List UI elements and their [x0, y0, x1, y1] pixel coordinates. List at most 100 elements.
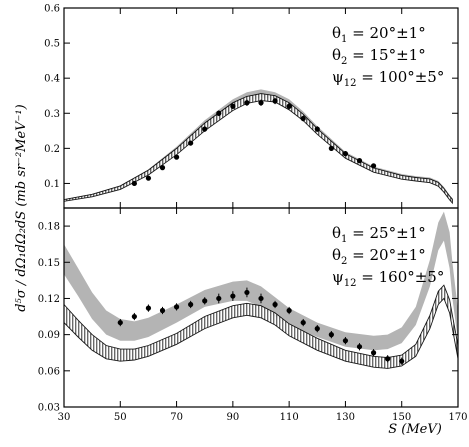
upper-point-marker: [173, 154, 180, 160]
lower-band-0: [64, 211, 458, 351]
upper-annotation-line: θ1 = 20°±1°: [332, 24, 426, 45]
x-axis-title: S (MeV): [388, 422, 442, 437]
upper-data-point: [188, 140, 194, 146]
lower-x-tick-label: 50: [114, 412, 127, 423]
upper-data-point: [328, 145, 334, 151]
lower-data-point: [188, 300, 194, 309]
upper-point-marker: [370, 163, 377, 169]
upper-band-1: [64, 93, 453, 205]
lower-annotation-line: θ1 = 25°±1°: [332, 224, 426, 245]
lower-point-marker: [286, 307, 292, 314]
lower-annotation-line: ψ12 = 160°±5°: [332, 268, 444, 289]
lower-point-marker: [173, 304, 180, 310]
upper-data-point: [258, 99, 264, 106]
upper-point-marker: [202, 126, 208, 132]
y-axis-title: d⁵σ / dΩ₁dΩ₂dS (mb sr⁻²MeV⁻¹): [14, 104, 29, 311]
upper-data-point: [145, 175, 152, 181]
lower-data-point: [244, 287, 250, 298]
lower-panel: 0.03 0.06 0.09 0.12 0.15 0.18 30 50 70 90 110 130 15…: [38, 208, 468, 423]
upper-point-marker: [272, 98, 278, 104]
lower-point-marker: [385, 356, 391, 362]
upper-data-point: [131, 180, 137, 187]
lower-data-point: [300, 318, 306, 327]
lower-data-point: [131, 312, 137, 321]
upper-y-tick-label: 0.4: [44, 74, 60, 85]
upper-y-tick-label: 0.1: [44, 179, 60, 190]
lower-x-tick-label: 90: [226, 412, 239, 423]
lower-panel-frame: [63, 207, 459, 408]
lower-point-marker: [342, 338, 349, 344]
upper-panel: 0.1 0.2 0.3 0.4 0.5 0.6 θ1 = 20°±1°θ2 = 15°±1…: [44, 4, 459, 208]
lower-x-tick-label: 30: [58, 412, 71, 423]
lower-data-point: [202, 297, 208, 305]
lower-point-marker: [258, 295, 264, 302]
lower-point-marker: [145, 305, 152, 311]
upper-point-marker: [159, 165, 166, 171]
lower-x-tick-label: 70: [170, 412, 183, 423]
upper-point-marker: [230, 103, 236, 109]
upper-data-point: [173, 154, 180, 160]
lower-point-marker: [117, 319, 123, 326]
lower-point-marker: [328, 332, 334, 338]
upper-point-marker: [216, 110, 222, 116]
upper-data-point: [159, 165, 166, 171]
upper-annotation-line: θ2 = 15°±1°: [332, 46, 426, 67]
upper-data-point: [230, 103, 236, 110]
upper-data-point: [202, 126, 208, 132]
lower-data-point: [328, 331, 334, 339]
upper-point-marker: [188, 140, 194, 146]
upper-data-point: [314, 126, 320, 132]
lower-data-point: [342, 337, 349, 345]
upper-point-marker: [342, 151, 349, 157]
lower-point-marker: [300, 319, 306, 326]
lower-data-point: [286, 306, 292, 315]
lower-y-tick-label: 0.03: [38, 403, 60, 414]
upper-data-point: [300, 115, 306, 122]
lower-x-tick-label: 150: [392, 412, 411, 423]
upper-point-marker: [328, 145, 334, 151]
upper-point-marker: [300, 115, 306, 122]
lower-data-point: [356, 343, 363, 351]
lower-point-marker: [399, 358, 405, 364]
lower-data-point: [145, 304, 152, 312]
lower-annotation-line: θ2 = 20°±1°: [332, 246, 426, 267]
lower-x-tick-label: 170: [448, 412, 467, 423]
lower-point-marker: [131, 313, 137, 320]
upper-annotation-line: ψ12 = 100°±5°: [332, 68, 444, 89]
upper-data-point: [272, 97, 278, 105]
upper-point-marker: [244, 100, 250, 106]
upper-point-marker: [356, 158, 363, 164]
lower-y-tick-label: 0.12: [38, 294, 60, 305]
lower-point-marker: [272, 301, 278, 308]
upper-data-point: [356, 158, 363, 164]
upper-y-tick-label: 0.3: [44, 109, 60, 120]
lower-data-point: [216, 293, 222, 304]
upper-point-marker: [258, 100, 264, 106]
lower-data-point: [272, 300, 278, 309]
upper-y-tick-label: 0.6: [44, 4, 60, 15]
lower-point-marker: [216, 295, 222, 302]
upper-data-point: [370, 163, 377, 169]
lower-data-point: [173, 303, 180, 311]
lower-data-point: [314, 324, 320, 333]
lower-data-point: [117, 318, 123, 327]
upper-data-point: [244, 99, 250, 106]
upper-point-marker: [131, 180, 137, 187]
upper-data-point: [216, 110, 222, 117]
lower-point-marker: [202, 298, 208, 304]
upper-y-tick-label: 0.5: [44, 39, 60, 50]
upper-data-point: [342, 151, 349, 157]
lower-x-tick-label: 110: [280, 412, 299, 423]
lower-point-marker: [314, 326, 320, 332]
lower-data-point: [230, 291, 236, 301]
lower-point-marker: [370, 350, 377, 356]
lower-y-tick-label: 0.06: [38, 366, 60, 377]
lower-data-point: [159, 306, 166, 315]
lower-y-tick-label: 0.18: [38, 222, 60, 233]
lower-y-tick-label: 0.09: [38, 330, 60, 341]
lower-y-tick-label: 0.15: [38, 258, 60, 269]
lower-point-marker: [159, 307, 166, 314]
upper-point-marker: [314, 126, 320, 132]
lower-data-point: [370, 349, 377, 357]
lower-x-tick-label: 130: [336, 412, 355, 423]
